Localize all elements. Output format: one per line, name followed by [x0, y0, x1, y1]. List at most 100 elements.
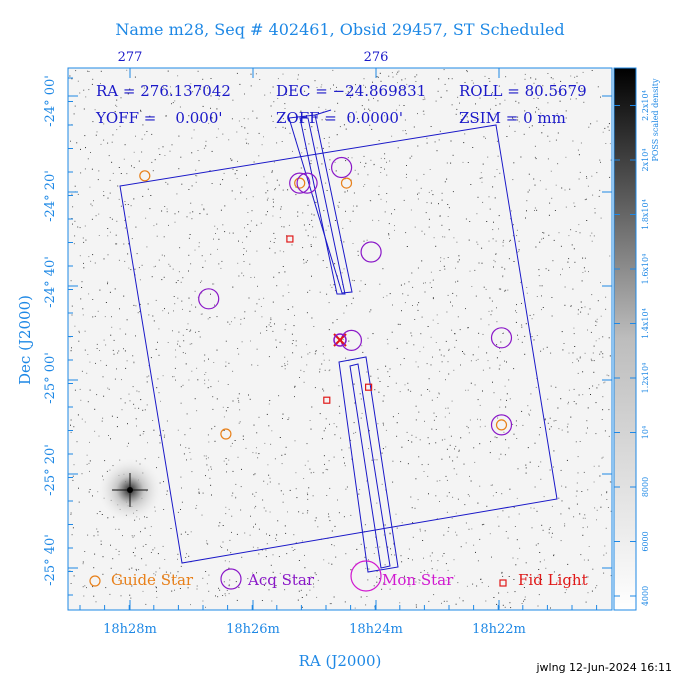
noise-dot	[180, 386, 182, 388]
noise-dot	[128, 216, 130, 218]
noise-dot	[333, 545, 335, 547]
noise-dot	[439, 370, 441, 372]
noise-dot	[71, 534, 73, 536]
noise-dot	[578, 360, 579, 362]
noise-dot	[333, 423, 335, 425]
noise-dot	[77, 80, 79, 82]
noise-dot	[605, 143, 607, 144]
noise-dot	[303, 262, 305, 264]
noise-dot	[541, 238, 543, 240]
noise-dot	[601, 457, 603, 459]
noise-dot	[261, 144, 263, 146]
noise-dot	[538, 434, 540, 436]
noise-dot	[70, 140, 71, 142]
noise-dot	[195, 175, 196, 177]
noise-dot	[83, 108, 85, 110]
noise-dot	[190, 202, 192, 204]
noise-dot	[163, 576, 164, 578]
noise-dot	[268, 474, 270, 476]
noise-dot	[384, 168, 385, 170]
noise-dot	[194, 290, 196, 292]
noise-dot	[345, 128, 347, 130]
noise-dot	[102, 573, 104, 575]
noise-dot	[291, 244, 293, 246]
noise-dot	[222, 541, 224, 543]
noise-dot	[376, 76, 378, 78]
noise-dot	[272, 330, 274, 332]
noise-dot	[400, 555, 402, 557]
noise-dot	[555, 386, 557, 388]
noise-dot	[216, 349, 218, 351]
noise-dot	[610, 159, 612, 161]
noise-dot	[411, 272, 413, 274]
noise-dot	[608, 129, 610, 131]
noise-dot	[366, 239, 368, 241]
noise-dot	[130, 269, 132, 271]
noise-dot	[475, 103, 476, 105]
noise-dot	[525, 464, 527, 466]
noise-dot	[157, 378, 159, 380]
noise-dot	[228, 459, 230, 461]
noise-dot	[389, 293, 391, 295]
noise-dot	[282, 126, 284, 128]
noise-dot	[134, 76, 136, 78]
noise-dot	[339, 126, 341, 128]
noise-dot	[206, 583, 208, 585]
colorbar-tick-label: 2.2x10⁴	[641, 90, 650, 121]
noise-dot	[353, 205, 354, 207]
colorbar-tick-label: 10⁴	[641, 426, 650, 439]
noise-dot	[423, 346, 425, 348]
noise-dot	[564, 286, 566, 288]
noise-dot	[323, 559, 325, 561]
noise-dot	[285, 532, 287, 534]
noise-dot	[439, 130, 441, 132]
noise-dot	[114, 378, 116, 380]
noise-dot	[117, 352, 119, 354]
noise-dot	[439, 480, 441, 482]
noise-dot	[415, 606, 417, 608]
noise-dot	[274, 252, 276, 254]
noise-dot	[240, 318, 242, 320]
noise-dot	[415, 478, 417, 480]
noise-dot	[250, 73, 252, 75]
noise-dot	[466, 120, 468, 122]
noise-dot	[314, 80, 316, 82]
acq-star-marker	[331, 156, 353, 179]
noise-dot	[424, 282, 426, 284]
noise-dot	[179, 346, 181, 348]
noise-dot	[352, 243, 354, 244]
noise-dot	[207, 387, 209, 389]
noise-dot	[431, 287, 433, 288]
noise-dot	[92, 316, 94, 318]
noise-dot	[600, 282, 601, 284]
noise-dot	[93, 567, 95, 569]
noise-dot	[503, 431, 505, 433]
noise-dot	[379, 546, 381, 548]
noise-dot	[423, 570, 425, 572]
noise-dot	[120, 595, 122, 597]
noise-dot	[87, 70, 89, 72]
noise-dot	[499, 364, 501, 366]
noise-dot	[476, 213, 478, 215]
noise-dot	[189, 330, 191, 332]
noise-dot	[159, 442, 161, 444]
noise-dot	[590, 358, 592, 360]
noise-dot	[126, 445, 128, 447]
noise-dot	[596, 585, 598, 587]
noise-dot	[309, 468, 311, 470]
noise-dot	[536, 209, 538, 211]
noise-dot	[241, 272, 243, 274]
noise-dot	[353, 119, 355, 121]
noise-dot	[96, 348, 98, 349]
noise-dot	[418, 456, 420, 458]
noise-dot	[600, 217, 602, 219]
noise-dot	[346, 305, 348, 307]
noise-dot	[426, 363, 428, 365]
noise-dot	[90, 203, 92, 205]
noise-dot	[466, 116, 468, 118]
noise-dot	[218, 525, 220, 527]
noise-dot	[134, 268, 136, 270]
noise-dot	[579, 232, 581, 234]
noise-dot	[560, 274, 561, 276]
